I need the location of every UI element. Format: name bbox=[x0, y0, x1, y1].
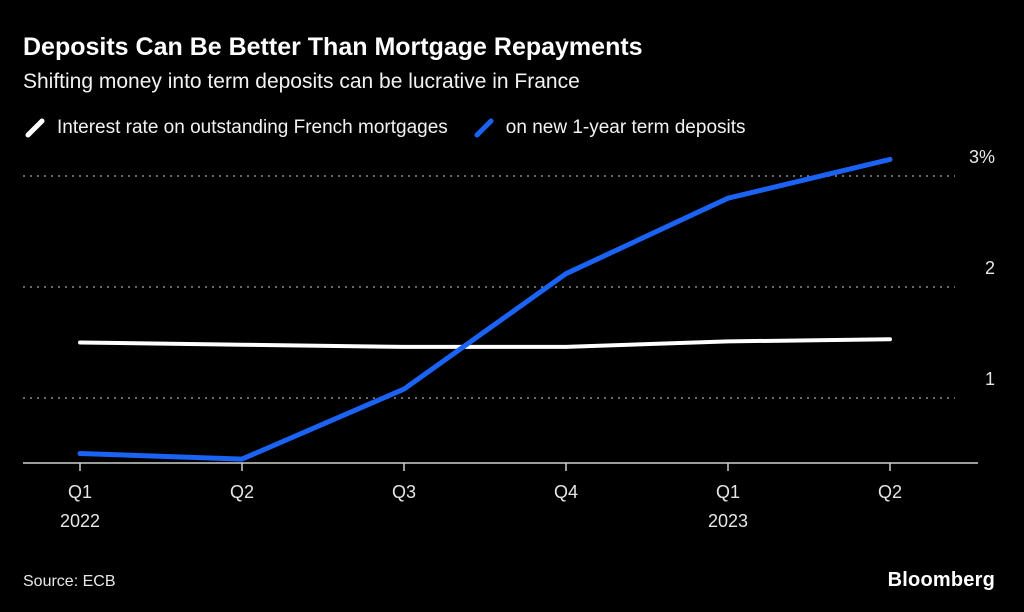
white-line-marker-stroke bbox=[25, 118, 45, 138]
source-note: Source: ECB bbox=[23, 573, 116, 590]
legend-item-mortgages: Interest rate on outstanding French mort… bbox=[23, 116, 448, 140]
x-axis-label: Q1 bbox=[716, 482, 740, 502]
x-axis-label: Q3 bbox=[392, 482, 416, 502]
x-axis-year-label: 2022 bbox=[60, 511, 100, 531]
y-axis-label: 1 bbox=[985, 369, 995, 389]
bloomberg-logo: Bloomberg bbox=[887, 569, 995, 591]
blue-line-marker-stroke bbox=[474, 118, 494, 138]
x-axis-label: Q2 bbox=[230, 482, 254, 502]
series-line-deposits bbox=[77, 156, 893, 462]
white-line-marker-icon bbox=[25, 118, 45, 138]
chart-title: Deposits Can Be Better Than Mortgage Rep… bbox=[23, 33, 643, 61]
x-axis-label: Q1 bbox=[68, 482, 92, 502]
blue-line-marker-icon bbox=[474, 118, 494, 138]
chart-legend: Interest rate on outstanding French mort… bbox=[23, 116, 770, 140]
series-line-mortgages bbox=[78, 337, 892, 349]
chart-subtitle: Shifting money into term deposits can be… bbox=[23, 70, 580, 93]
legend-item-deposits: on new 1-year term deposits bbox=[472, 116, 746, 140]
legend-label-mortgages: Interest rate on outstanding French mort… bbox=[57, 117, 448, 138]
x-axis-year-label: 2023 bbox=[708, 511, 748, 531]
y-axis-label: 2 bbox=[985, 258, 995, 278]
x-axis-label: Q4 bbox=[554, 482, 578, 502]
legend-label-deposits: on new 1-year term deposits bbox=[505, 117, 746, 138]
y-axis-label: 3% bbox=[969, 147, 995, 167]
x-axis-label: Q2 bbox=[878, 482, 902, 502]
